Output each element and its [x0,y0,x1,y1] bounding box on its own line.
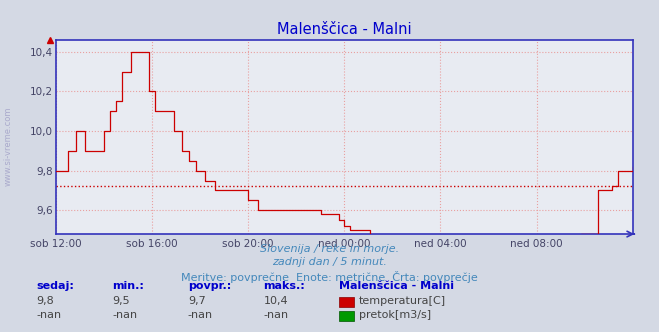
Text: povpr.:: povpr.: [188,281,231,291]
Text: 9,8: 9,8 [36,296,54,306]
Text: -nan: -nan [36,310,61,320]
Text: 9,5: 9,5 [112,296,130,306]
Text: zadnji dan / 5 minut.: zadnji dan / 5 minut. [272,257,387,267]
Text: Meritve: povprečne  Enote: metrične  Črta: povprečje: Meritve: povprečne Enote: metrične Črta:… [181,271,478,283]
Text: maks.:: maks.: [264,281,305,291]
Text: 9,7: 9,7 [188,296,206,306]
Text: 10,4: 10,4 [264,296,288,306]
Text: -nan: -nan [264,310,289,320]
Text: temperatura[C]: temperatura[C] [359,296,446,306]
Text: Slovenija / reke in morje.: Slovenija / reke in morje. [260,244,399,254]
Text: pretok[m3/s]: pretok[m3/s] [359,310,431,320]
Text: -nan: -nan [188,310,213,320]
Text: -nan: -nan [112,310,137,320]
Text: www.si-vreme.com: www.si-vreme.com [3,106,13,186]
Text: Malenščica - Malni: Malenščica - Malni [339,281,455,291]
Title: Malenščica - Malni: Malenščica - Malni [277,22,412,37]
Text: sedaj:: sedaj: [36,281,74,291]
Text: min.:: min.: [112,281,144,291]
